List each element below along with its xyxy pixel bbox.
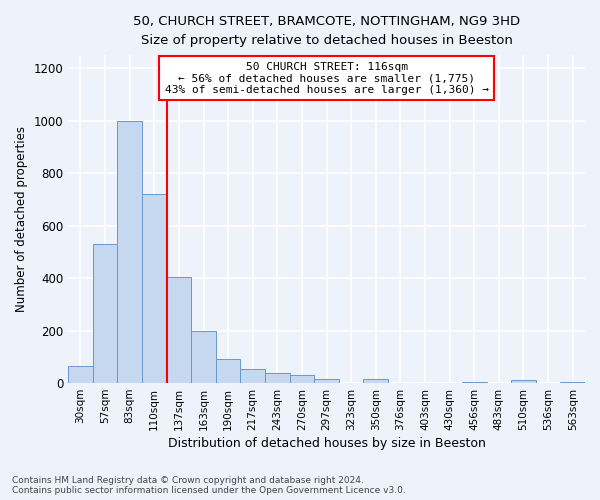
Bar: [265, 372, 290, 383]
Bar: [462, 382, 487, 383]
Text: 50 CHURCH STREET: 116sqm
← 56% of detached houses are smaller (1,775)
43% of sem: 50 CHURCH STREET: 116sqm ← 56% of detach…: [164, 62, 488, 95]
Bar: [167, 277, 191, 383]
Bar: [560, 382, 585, 383]
Bar: [290, 375, 314, 383]
Y-axis label: Number of detached properties: Number of detached properties: [15, 126, 28, 312]
X-axis label: Distribution of detached houses by size in Beeston: Distribution of detached houses by size …: [167, 437, 485, 450]
Title: 50, CHURCH STREET, BRAMCOTE, NOTTINGHAM, NG9 3HD
Size of property relative to de: 50, CHURCH STREET, BRAMCOTE, NOTTINGHAM,…: [133, 15, 520, 47]
Bar: [314, 379, 339, 383]
Bar: [191, 330, 216, 383]
Bar: [118, 120, 142, 383]
Bar: [241, 368, 265, 383]
Text: Contains HM Land Registry data © Crown copyright and database right 2024.
Contai: Contains HM Land Registry data © Crown c…: [12, 476, 406, 495]
Bar: [216, 360, 241, 383]
Bar: [511, 380, 536, 383]
Bar: [68, 366, 93, 383]
Bar: [142, 194, 167, 383]
Bar: [364, 379, 388, 383]
Bar: [93, 244, 118, 383]
